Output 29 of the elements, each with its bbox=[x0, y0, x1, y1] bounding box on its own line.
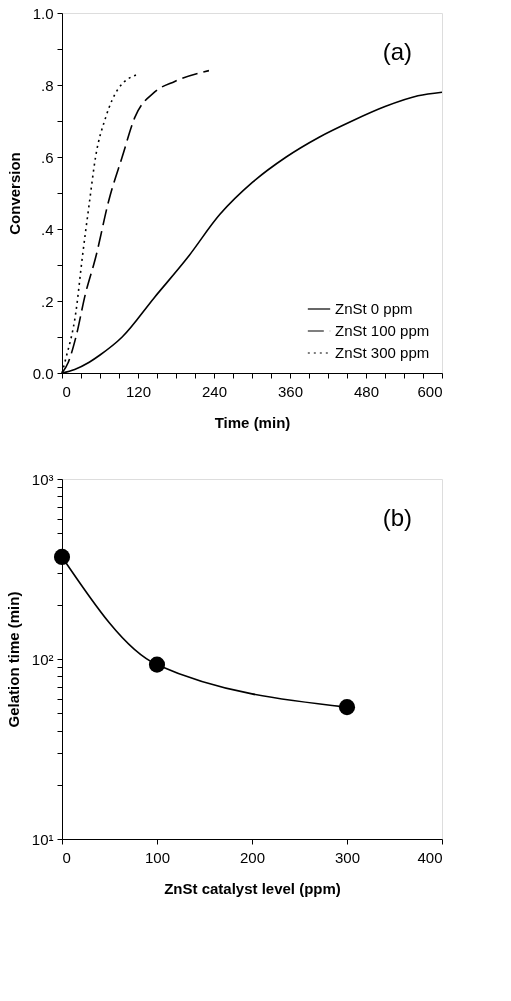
y-tick-label: 10³ bbox=[31, 470, 54, 488]
y-tick-label: 0.0 bbox=[32, 364, 54, 382]
y-tick-label: 10² bbox=[31, 650, 54, 668]
y-tick-label: .4 bbox=[40, 220, 54, 238]
y-axis-title: Conversion bbox=[5, 152, 23, 235]
x-tick-label: 240 bbox=[201, 382, 228, 400]
legend-label: ZnSt 0 ppm bbox=[335, 300, 413, 317]
y-tick-label: .8 bbox=[40, 76, 54, 94]
x-tick-label: 0 bbox=[62, 848, 71, 866]
legend-label: ZnSt 100 ppm bbox=[335, 322, 430, 339]
x-tick-label: 0 bbox=[62, 382, 71, 400]
y-tick-label: 1.0 bbox=[32, 4, 54, 22]
x-tick-label: 360 bbox=[277, 382, 304, 400]
x-tick-label: 200 bbox=[239, 848, 266, 866]
y-tick-label: .2 bbox=[40, 292, 54, 310]
x-tick-label: 300 bbox=[334, 848, 361, 866]
x-tick-label: 400 bbox=[417, 848, 443, 866]
legend-label: ZnSt 300 ppm bbox=[335, 344, 430, 361]
x-axis-title: ZnSt catalyst level (ppm) bbox=[164, 879, 341, 897]
x-tick-label: 120 bbox=[125, 382, 152, 400]
x-tick-label: 480 bbox=[353, 382, 380, 400]
annotation: (a) bbox=[382, 38, 412, 65]
y-tick-label: .6 bbox=[40, 148, 54, 166]
x-tick-label: 600 bbox=[417, 382, 443, 400]
y-axis-title: Gelation time (min) bbox=[4, 591, 22, 728]
x-axis-title: Time (min) bbox=[214, 413, 291, 431]
y-tick-label: 10¹ bbox=[31, 830, 54, 848]
x-tick-label: 100 bbox=[144, 848, 171, 866]
annotation: (b) bbox=[382, 504, 412, 531]
